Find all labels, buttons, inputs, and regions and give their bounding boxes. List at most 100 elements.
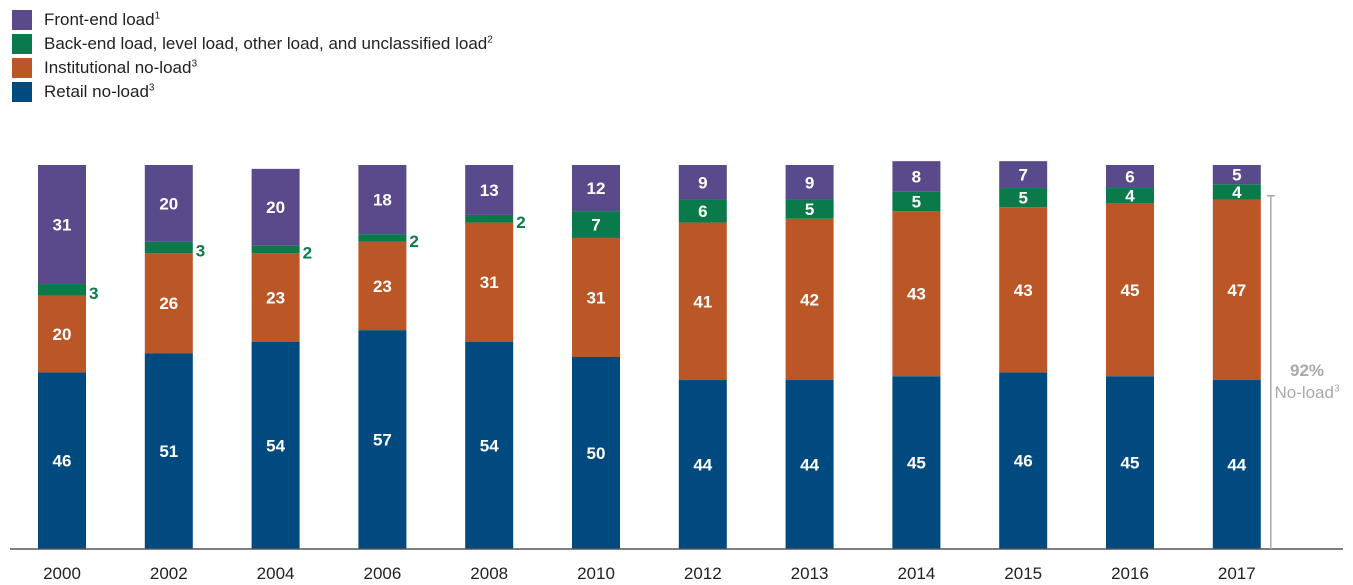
bar-2014: 45 43 5 8 — [892, 161, 941, 549]
x-axis-ticks: 2000 2002 2004 2006 2008 2010 2012 2013 2014 2015… — [43, 564, 1256, 583]
segment-frontend-2010 — [572, 165, 620, 212]
data-label: 2 — [516, 213, 525, 232]
segment-institutional-2016 — [1106, 203, 1154, 377]
x-tick-label: 2006 — [363, 564, 401, 583]
segment-institutional-2015 — [999, 207, 1048, 373]
data-label: 6 — [698, 202, 707, 221]
data-label: 51 — [159, 442, 178, 461]
segment-backend-2010 — [572, 211, 620, 238]
data-label: 8 — [912, 168, 921, 187]
segment-institutional-2006 — [358, 241, 407, 331]
data-label: 50 — [587, 444, 606, 463]
legend-swatch — [12, 34, 32, 54]
bar-2012: 44 41 6 9 — [678, 165, 727, 549]
legend-item-institutional-no-load: Institutional no-load3 — [12, 56, 493, 80]
segment-frontend-2015 — [999, 161, 1048, 189]
segment-institutional-2014 — [892, 211, 941, 377]
data-label: 23 — [266, 288, 285, 307]
segment-institutional-2000 — [38, 295, 86, 373]
segment-retail-2014 — [892, 376, 941, 549]
data-label: 18 — [373, 191, 392, 210]
x-tick-label: 2008 — [470, 564, 508, 583]
data-label: 44 — [1227, 456, 1246, 475]
bar-2002: 51 26 3 20 — [144, 165, 205, 549]
data-label: 45 — [1121, 281, 1140, 300]
no-load-annotation: 92% No-load3 — [1262, 360, 1352, 404]
legend-swatch — [12, 58, 32, 78]
legend-label: Retail no-load — [44, 82, 149, 101]
data-label: 5 — [805, 200, 814, 219]
data-label: 20 — [266, 198, 285, 217]
bar-2006: 57 23 2 18 — [358, 165, 419, 549]
data-label: 54 — [266, 436, 285, 455]
data-label: 46 — [1014, 452, 1033, 471]
segment-frontend-2002 — [144, 165, 193, 242]
segment-institutional-2002 — [144, 253, 193, 354]
data-label: 2 — [409, 232, 418, 251]
data-label: 47 — [1227, 281, 1246, 300]
no-load-footnote: 3 — [1333, 383, 1340, 395]
segment-institutional-2008 — [465, 222, 514, 342]
x-tick-label: 2002 — [150, 564, 188, 583]
segment-retail-2016 — [1106, 376, 1154, 549]
segment-backend-2016 — [1106, 188, 1154, 204]
data-label: 46 — [53, 452, 72, 471]
legend-item-back-end-load: Back-end load, level load, other load, a… — [12, 32, 493, 56]
legend-footnote: 1 — [154, 10, 161, 22]
segment-backend-2017 — [1212, 184, 1261, 200]
data-label: 44 — [693, 456, 712, 475]
segment-retail-2004 — [251, 341, 300, 549]
bar-2015: 46 43 5 7 — [999, 161, 1048, 549]
x-tick-label: 2010 — [577, 564, 615, 583]
x-tick-label: 2013 — [791, 564, 829, 583]
data-label: 31 — [587, 288, 606, 307]
segment-retail-2012 — [678, 380, 727, 549]
x-tick-label: 2017 — [1218, 564, 1256, 583]
segment-institutional-2010 — [572, 237, 620, 357]
segment-backend-2012 — [678, 199, 727, 223]
segment-frontend-2017 — [1212, 165, 1261, 185]
x-tick-label: 2000 — [43, 564, 81, 583]
bars: 4620331512632054232205723218543121350317… — [38, 161, 1261, 549]
data-label: 5 — [1018, 189, 1027, 208]
legend-label: Institutional no-load — [44, 58, 192, 77]
data-label: 45 — [907, 454, 926, 473]
x-tick-label: 2015 — [1004, 564, 1042, 583]
segment-institutional-2017 — [1212, 199, 1261, 381]
legend-footnote: 3 — [191, 58, 197, 70]
segment-backend-2015 — [999, 188, 1048, 208]
segment-institutional-2004 — [251, 253, 300, 342]
x-tick-label: 2012 — [684, 564, 722, 583]
data-label: 42 — [800, 290, 819, 309]
bar-2017: 44 47 45 — [1212, 165, 1261, 549]
segment-backend-2002 — [144, 241, 193, 254]
x-tick-label: 2014 — [897, 564, 935, 583]
segment-frontend-2006 — [358, 165, 407, 235]
data-label: 9 — [698, 173, 707, 192]
data-label: 12 — [587, 179, 606, 198]
segment-backend-2014 — [892, 191, 941, 212]
segment-backend-2013 — [785, 199, 834, 219]
legend-footnote: 3 — [148, 82, 155, 94]
segment-frontend-2004 — [251, 168, 300, 246]
bar-2008: 54 31 2 13 — [465, 165, 526, 549]
segment-frontend-2008 — [465, 165, 514, 215]
segment-backend-2006 — [358, 234, 407, 242]
no-load-bracket — [1266, 194, 1275, 549]
data-label: 43 — [1014, 281, 1033, 300]
legend-label: Front-end load — [44, 10, 155, 29]
x-tick-label: 2016 — [1111, 564, 1149, 583]
segment-institutional-2012 — [678, 222, 727, 381]
segment-institutional-2013 — [785, 218, 834, 381]
no-load-label: No-load — [1274, 383, 1334, 402]
data-label: 6 — [1125, 168, 1134, 187]
data-label: 31 — [480, 273, 499, 292]
legend-label: Back-end load, level load, other load, a… — [44, 34, 488, 53]
data-label: 5 — [1232, 166, 1241, 185]
bar-2000: 46 20 3 31 — [38, 165, 98, 549]
data-label: 45 — [1121, 454, 1140, 473]
segment-retail-2002 — [144, 353, 193, 549]
data-label: 4 — [1232, 183, 1242, 202]
data-label: 5 — [912, 192, 921, 211]
